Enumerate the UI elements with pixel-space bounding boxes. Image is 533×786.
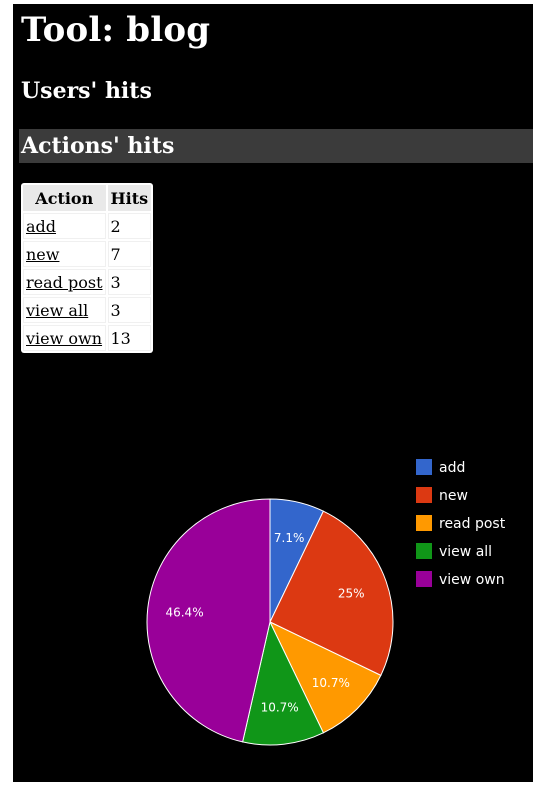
- action-cell: new: [23, 241, 106, 267]
- hits-cell: 7: [107, 241, 152, 267]
- pie-slice-label: 10.7%: [261, 700, 299, 714]
- pie-slices: [146, 498, 394, 746]
- actions-hits-table: Action Hits add 2 new 7 read post 3 view…: [21, 183, 154, 353]
- actions-hits-heading: Actions' hits: [21, 133, 175, 159]
- legend-label: view all: [439, 544, 492, 560]
- action-cell: view own: [23, 325, 106, 351]
- legend-label: add: [439, 460, 465, 476]
- action-link-read-post[interactable]: read post: [26, 272, 103, 292]
- pie-slice-read-post: [268, 620, 382, 734]
- table-row: add 2: [23, 213, 152, 239]
- pie-slice-view-all: [242, 620, 325, 746]
- pie-slice-new: [269, 510, 394, 677]
- hits-cell: 3: [107, 297, 152, 323]
- hits-cell: 3: [107, 269, 152, 295]
- users-hits-heading: Users' hits: [21, 78, 152, 104]
- legend-swatch: [416, 515, 432, 531]
- hits-cell: 2: [107, 213, 152, 239]
- action-cell: view all: [23, 297, 106, 323]
- pie-slice-labels: 7.1% 25% 10.7% 10.7% 46.4%: [165, 531, 364, 714]
- action-cell: read post: [23, 269, 106, 295]
- table-row: new 7: [23, 241, 152, 267]
- pie-slice-label: 7.1%: [274, 531, 305, 545]
- legend-label: new: [439, 488, 468, 504]
- action-link-add[interactable]: add: [26, 216, 57, 236]
- column-header-hits: Hits: [107, 185, 152, 211]
- legend-swatch: [416, 459, 432, 475]
- pie-slice-label: 10.7%: [312, 676, 350, 690]
- legend-swatch: [416, 543, 432, 559]
- page-title: Tool: blog: [21, 10, 211, 50]
- chart-legend: add new read post view all view own: [416, 459, 506, 588]
- action-link-new[interactable]: new: [26, 244, 60, 264]
- blog-stats-page: Tool: blog Users' hits Actions' hits Act…: [13, 4, 533, 782]
- legend-swatch: [416, 571, 432, 587]
- pie-slice-label: 46.4%: [165, 605, 203, 619]
- pie-slice-view-own: [146, 498, 271, 743]
- hits-cell: 13: [107, 325, 152, 351]
- action-link-view-own[interactable]: view own: [26, 328, 103, 348]
- legend-label: view own: [439, 572, 505, 588]
- actions-heading-bar: [19, 129, 533, 163]
- action-cell: add: [23, 213, 106, 239]
- table-header-row: Action Hits: [23, 185, 152, 211]
- legend-label: read post: [439, 516, 506, 532]
- table-row: view own 13: [23, 325, 152, 351]
- table-row: view all 3: [23, 297, 152, 323]
- action-link-view-all[interactable]: view all: [26, 300, 89, 320]
- actions-pie-chart: 7.1% 25% 10.7% 10.7% 46.4% add new read post vi…: [146, 459, 506, 746]
- column-header-action: Action: [23, 185, 106, 211]
- table-row: read post 3: [23, 269, 152, 295]
- legend-swatch: [416, 487, 432, 503]
- pie-slice-label: 25%: [338, 587, 365, 601]
